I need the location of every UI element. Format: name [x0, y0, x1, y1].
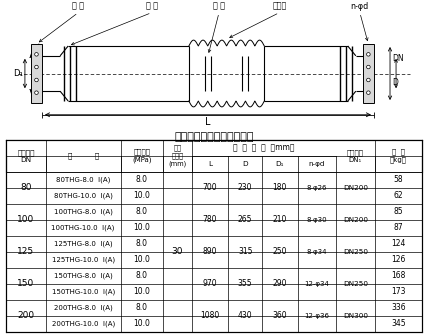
- Text: 210: 210: [273, 215, 287, 224]
- Text: 耳 板: 耳 板: [146, 2, 158, 11]
- Text: 10.0: 10.0: [134, 287, 150, 296]
- Text: L: L: [208, 161, 212, 167]
- Text: 150THG-8.0  I(A): 150THG-8.0 I(A): [54, 272, 113, 279]
- Circle shape: [366, 78, 370, 82]
- Text: 波纹管: 波纹管: [272, 2, 286, 11]
- Text: 12-φ36: 12-φ36: [304, 313, 329, 319]
- Text: 168: 168: [391, 271, 405, 281]
- Text: n-φd: n-φd: [309, 161, 325, 167]
- Text: 315: 315: [238, 247, 253, 256]
- Circle shape: [366, 53, 370, 56]
- Text: 355: 355: [238, 280, 253, 288]
- Text: 180: 180: [273, 183, 287, 192]
- Circle shape: [366, 65, 370, 69]
- Text: DN300: DN300: [343, 313, 368, 319]
- Text: 150: 150: [18, 280, 35, 288]
- Text: 62: 62: [393, 191, 403, 200]
- Text: 重  量
（kg）: 重 量 （kg）: [390, 149, 407, 163]
- Bar: [363, 44, 374, 103]
- Text: 8.0: 8.0: [136, 207, 148, 216]
- Text: 80THG-10.0  I(A): 80THG-10.0 I(A): [54, 193, 113, 199]
- Text: 型          号: 型 号: [68, 153, 99, 159]
- Text: 200THG-10.0  I(A): 200THG-10.0 I(A): [51, 321, 115, 327]
- Text: 230: 230: [238, 183, 253, 192]
- Text: 200: 200: [18, 311, 35, 321]
- Text: 8.0: 8.0: [136, 175, 148, 184]
- Text: 290: 290: [273, 280, 287, 288]
- Text: D: D: [242, 161, 248, 167]
- Text: 8.0: 8.0: [136, 303, 148, 312]
- Text: DN: DN: [392, 54, 404, 63]
- Circle shape: [35, 91, 38, 94]
- Text: 360: 360: [273, 311, 287, 321]
- Text: 250: 250: [273, 247, 287, 256]
- Circle shape: [35, 65, 38, 69]
- Text: 200THG-8.0  I(A): 200THG-8.0 I(A): [54, 305, 113, 311]
- Text: 265: 265: [238, 215, 253, 224]
- Text: 10.0: 10.0: [134, 255, 150, 264]
- Text: 接 管: 接 管: [213, 2, 225, 11]
- Text: 700: 700: [202, 183, 217, 192]
- Text: DN200: DN200: [343, 217, 368, 223]
- Text: 100: 100: [18, 215, 35, 224]
- Text: 8.0: 8.0: [136, 239, 148, 248]
- Text: 125THG-8.0  I(A): 125THG-8.0 I(A): [54, 241, 113, 247]
- Text: 1080: 1080: [200, 311, 220, 321]
- Text: D: D: [392, 78, 398, 87]
- Text: 12-φ34: 12-φ34: [304, 281, 329, 287]
- Text: 高压波纹膨胀节技术性能表: 高压波纹膨胀节技术性能表: [174, 132, 254, 142]
- Text: 87: 87: [393, 223, 403, 232]
- Text: 890: 890: [202, 247, 217, 256]
- Text: D₁: D₁: [276, 161, 284, 167]
- Text: 公称直径
DN: 公称直径 DN: [17, 149, 35, 163]
- Text: 80THG-8.0  I(A): 80THG-8.0 I(A): [56, 176, 110, 183]
- Text: DN250: DN250: [343, 281, 368, 287]
- Text: 780: 780: [202, 215, 217, 224]
- Text: 8-φ30: 8-φ30: [306, 217, 327, 223]
- Text: 126: 126: [391, 255, 405, 264]
- Text: 85: 85: [393, 207, 403, 216]
- Text: D₁: D₁: [13, 69, 23, 78]
- Text: DN250: DN250: [343, 249, 368, 255]
- Text: 外  形  尺  寸  （mm）: 外 形 尺 寸 （mm）: [233, 143, 294, 152]
- Circle shape: [366, 91, 370, 94]
- Text: 125THG-10.0  I(A): 125THG-10.0 I(A): [51, 257, 115, 263]
- Text: 10.0: 10.0: [134, 223, 150, 232]
- Text: 30: 30: [172, 247, 183, 256]
- Text: 430: 430: [238, 311, 253, 321]
- Circle shape: [35, 78, 38, 82]
- Text: 8-φ26: 8-φ26: [306, 185, 327, 191]
- Text: 100THG-10.0  I(A): 100THG-10.0 I(A): [51, 224, 115, 231]
- Text: 10.0: 10.0: [134, 320, 150, 329]
- Text: 124: 124: [391, 239, 405, 248]
- Text: n-φd: n-φd: [351, 2, 369, 11]
- Text: 970: 970: [202, 280, 217, 288]
- Text: 8-φ34: 8-φ34: [306, 249, 327, 255]
- Text: 管向
补偿量
(mm): 管向 补偿量 (mm): [168, 145, 187, 167]
- Text: 336: 336: [391, 303, 406, 312]
- Text: 125: 125: [18, 247, 35, 256]
- Bar: [31, 44, 42, 103]
- Text: 345: 345: [391, 320, 406, 329]
- Text: 8.0: 8.0: [136, 271, 148, 281]
- Text: 法 兰: 法 兰: [72, 2, 84, 11]
- Text: 100THG-8.0  I(A): 100THG-8.0 I(A): [54, 209, 113, 215]
- Text: 80: 80: [20, 183, 32, 192]
- Text: 工作压力
(MPa): 工作压力 (MPa): [132, 149, 152, 163]
- Text: L: L: [205, 117, 211, 127]
- Bar: [6, 140, 422, 156]
- Text: 穿墙套管
DN₁: 穿墙套管 DN₁: [347, 149, 364, 163]
- Text: 10.0: 10.0: [134, 191, 150, 200]
- Text: DN200: DN200: [343, 185, 368, 191]
- Text: 58: 58: [393, 175, 403, 184]
- Text: 173: 173: [391, 287, 405, 296]
- Circle shape: [35, 53, 38, 56]
- Text: 150THG-10.0  I(A): 150THG-10.0 I(A): [51, 289, 115, 295]
